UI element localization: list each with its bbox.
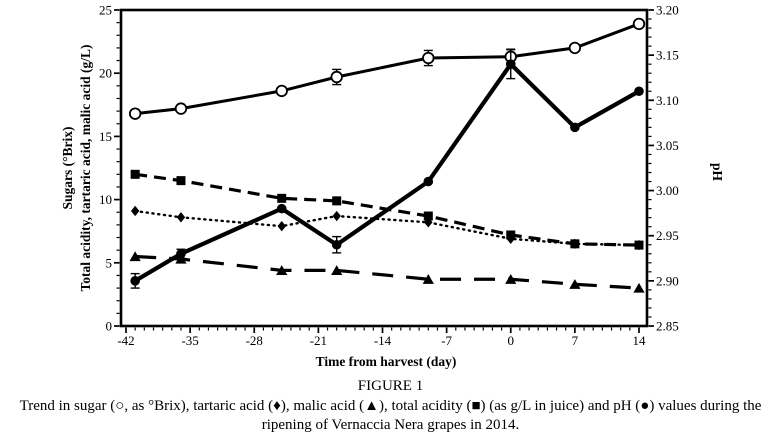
plot-border bbox=[119, 8, 649, 328]
y-axis-label-acids: Total acidity, tartaric acid, malic acid… bbox=[78, 45, 93, 292]
svg-text:3.15: 3.15 bbox=[656, 48, 679, 63]
svg-text:-21: -21 bbox=[310, 333, 327, 348]
x-axis-label: Time from harvest (day) bbox=[316, 354, 457, 369]
series-sugar bbox=[128, 17, 646, 120]
svg-text:-42: -42 bbox=[117, 333, 134, 348]
svg-text:-28: -28 bbox=[246, 333, 263, 348]
svg-text:-14: -14 bbox=[374, 333, 392, 348]
svg-text:10: 10 bbox=[99, 192, 112, 207]
svg-text:7: 7 bbox=[572, 333, 579, 348]
svg-text:0: 0 bbox=[106, 319, 113, 334]
plot-area: -42 -35 -28 -21 -14 -7 0 7 1405101520252.852.902… bbox=[99, 3, 679, 349]
svg-text:2.95: 2.95 bbox=[656, 228, 679, 243]
svg-text:3.20: 3.20 bbox=[656, 3, 679, 18]
y-axis-label-sugars: Sugars (°Brix) bbox=[60, 126, 75, 209]
y-axis-right: 2.85 2.90 2.95 3.00 3.05 3.10 3.15 3.20 bbox=[648, 3, 679, 334]
figure-title: FIGURE 1 bbox=[357, 378, 424, 394]
svg-text:14: 14 bbox=[633, 333, 647, 348]
svg-text:2.90: 2.90 bbox=[656, 273, 679, 288]
x-axis: -42 -35 -28 -21 -14 -7 0 7 14 bbox=[117, 327, 647, 348]
svg-text:3.00: 3.00 bbox=[656, 183, 679, 198]
series-malic-acid bbox=[129, 251, 645, 293]
y-axis-left: 0 5 10 15 20 25 bbox=[99, 3, 120, 334]
svg-text:-7: -7 bbox=[441, 333, 452, 348]
svg-text:15: 15 bbox=[99, 129, 112, 144]
svg-text:5: 5 bbox=[106, 255, 113, 270]
figure-caption: Trend in sugar (○, as °Brix), tartaric a… bbox=[19, 397, 762, 433]
svg-text:-35: -35 bbox=[181, 333, 198, 348]
svg-text:3.10: 3.10 bbox=[656, 93, 679, 108]
series-tartaric-acid bbox=[130, 205, 644, 251]
figure-caption-block: FIGURE 1 Trend in sugar (○, as °Brix), t… bbox=[0, 377, 781, 435]
svg-text:2.85: 2.85 bbox=[656, 319, 679, 334]
svg-text:20: 20 bbox=[99, 66, 112, 81]
chart-canvas: -42 -35 -28 -21 -14 -7 0 7 1405101520252.852.902… bbox=[60, 3, 725, 370]
svg-text:25: 25 bbox=[99, 3, 112, 18]
series-ph bbox=[130, 49, 644, 289]
y-axis-label-ph: pH bbox=[710, 163, 725, 182]
svg-text:3.05: 3.05 bbox=[656, 138, 679, 153]
svg-text:0: 0 bbox=[508, 333, 515, 348]
